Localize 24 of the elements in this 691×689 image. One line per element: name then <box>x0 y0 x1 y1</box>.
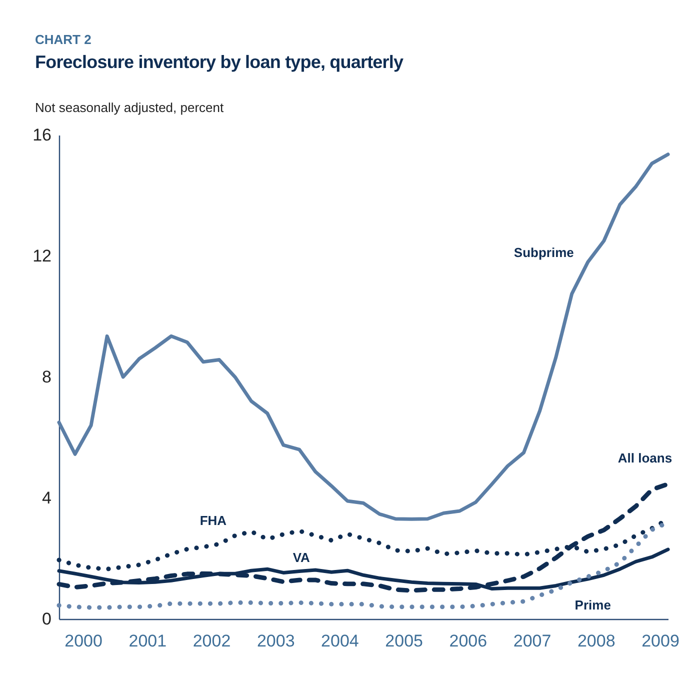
chart-title: Foreclosure inventory by loan type, quarterly <box>35 52 404 73</box>
x-tick-label: 2004 <box>321 632 359 650</box>
series-label: Subprime <box>514 244 574 260</box>
x-tick-label: 2006 <box>449 632 488 650</box>
series-label: VA <box>292 550 311 566</box>
x-tick-label: 2009 <box>642 632 680 650</box>
y-tick-label: 0 <box>42 610 52 628</box>
x-tick-label: 2000 <box>64 632 102 650</box>
x-tick-label: 2005 <box>385 632 423 650</box>
series-label: Prime <box>574 597 611 612</box>
y-tick-label: 16 <box>32 126 52 144</box>
line-series <box>56 482 670 593</box>
y-axis-title: Not seasonally adjusted, percent <box>35 100 224 115</box>
x-tick-label: 2003 <box>256 632 295 650</box>
x-tick-label: 2007 <box>513 632 552 650</box>
caption: CHART 2 <box>35 32 92 47</box>
x-tick-label: 2002 <box>192 632 231 650</box>
y-tick-label: 8 <box>42 368 52 386</box>
x-tick-label: 2008 <box>577 632 616 650</box>
x-tick-label: 2001 <box>128 632 167 650</box>
series-label: All loans <box>618 450 672 466</box>
series-label: FHA <box>200 513 228 528</box>
y-tick-label: 4 <box>42 488 52 508</box>
y-tick-label: 12 <box>32 246 52 266</box>
